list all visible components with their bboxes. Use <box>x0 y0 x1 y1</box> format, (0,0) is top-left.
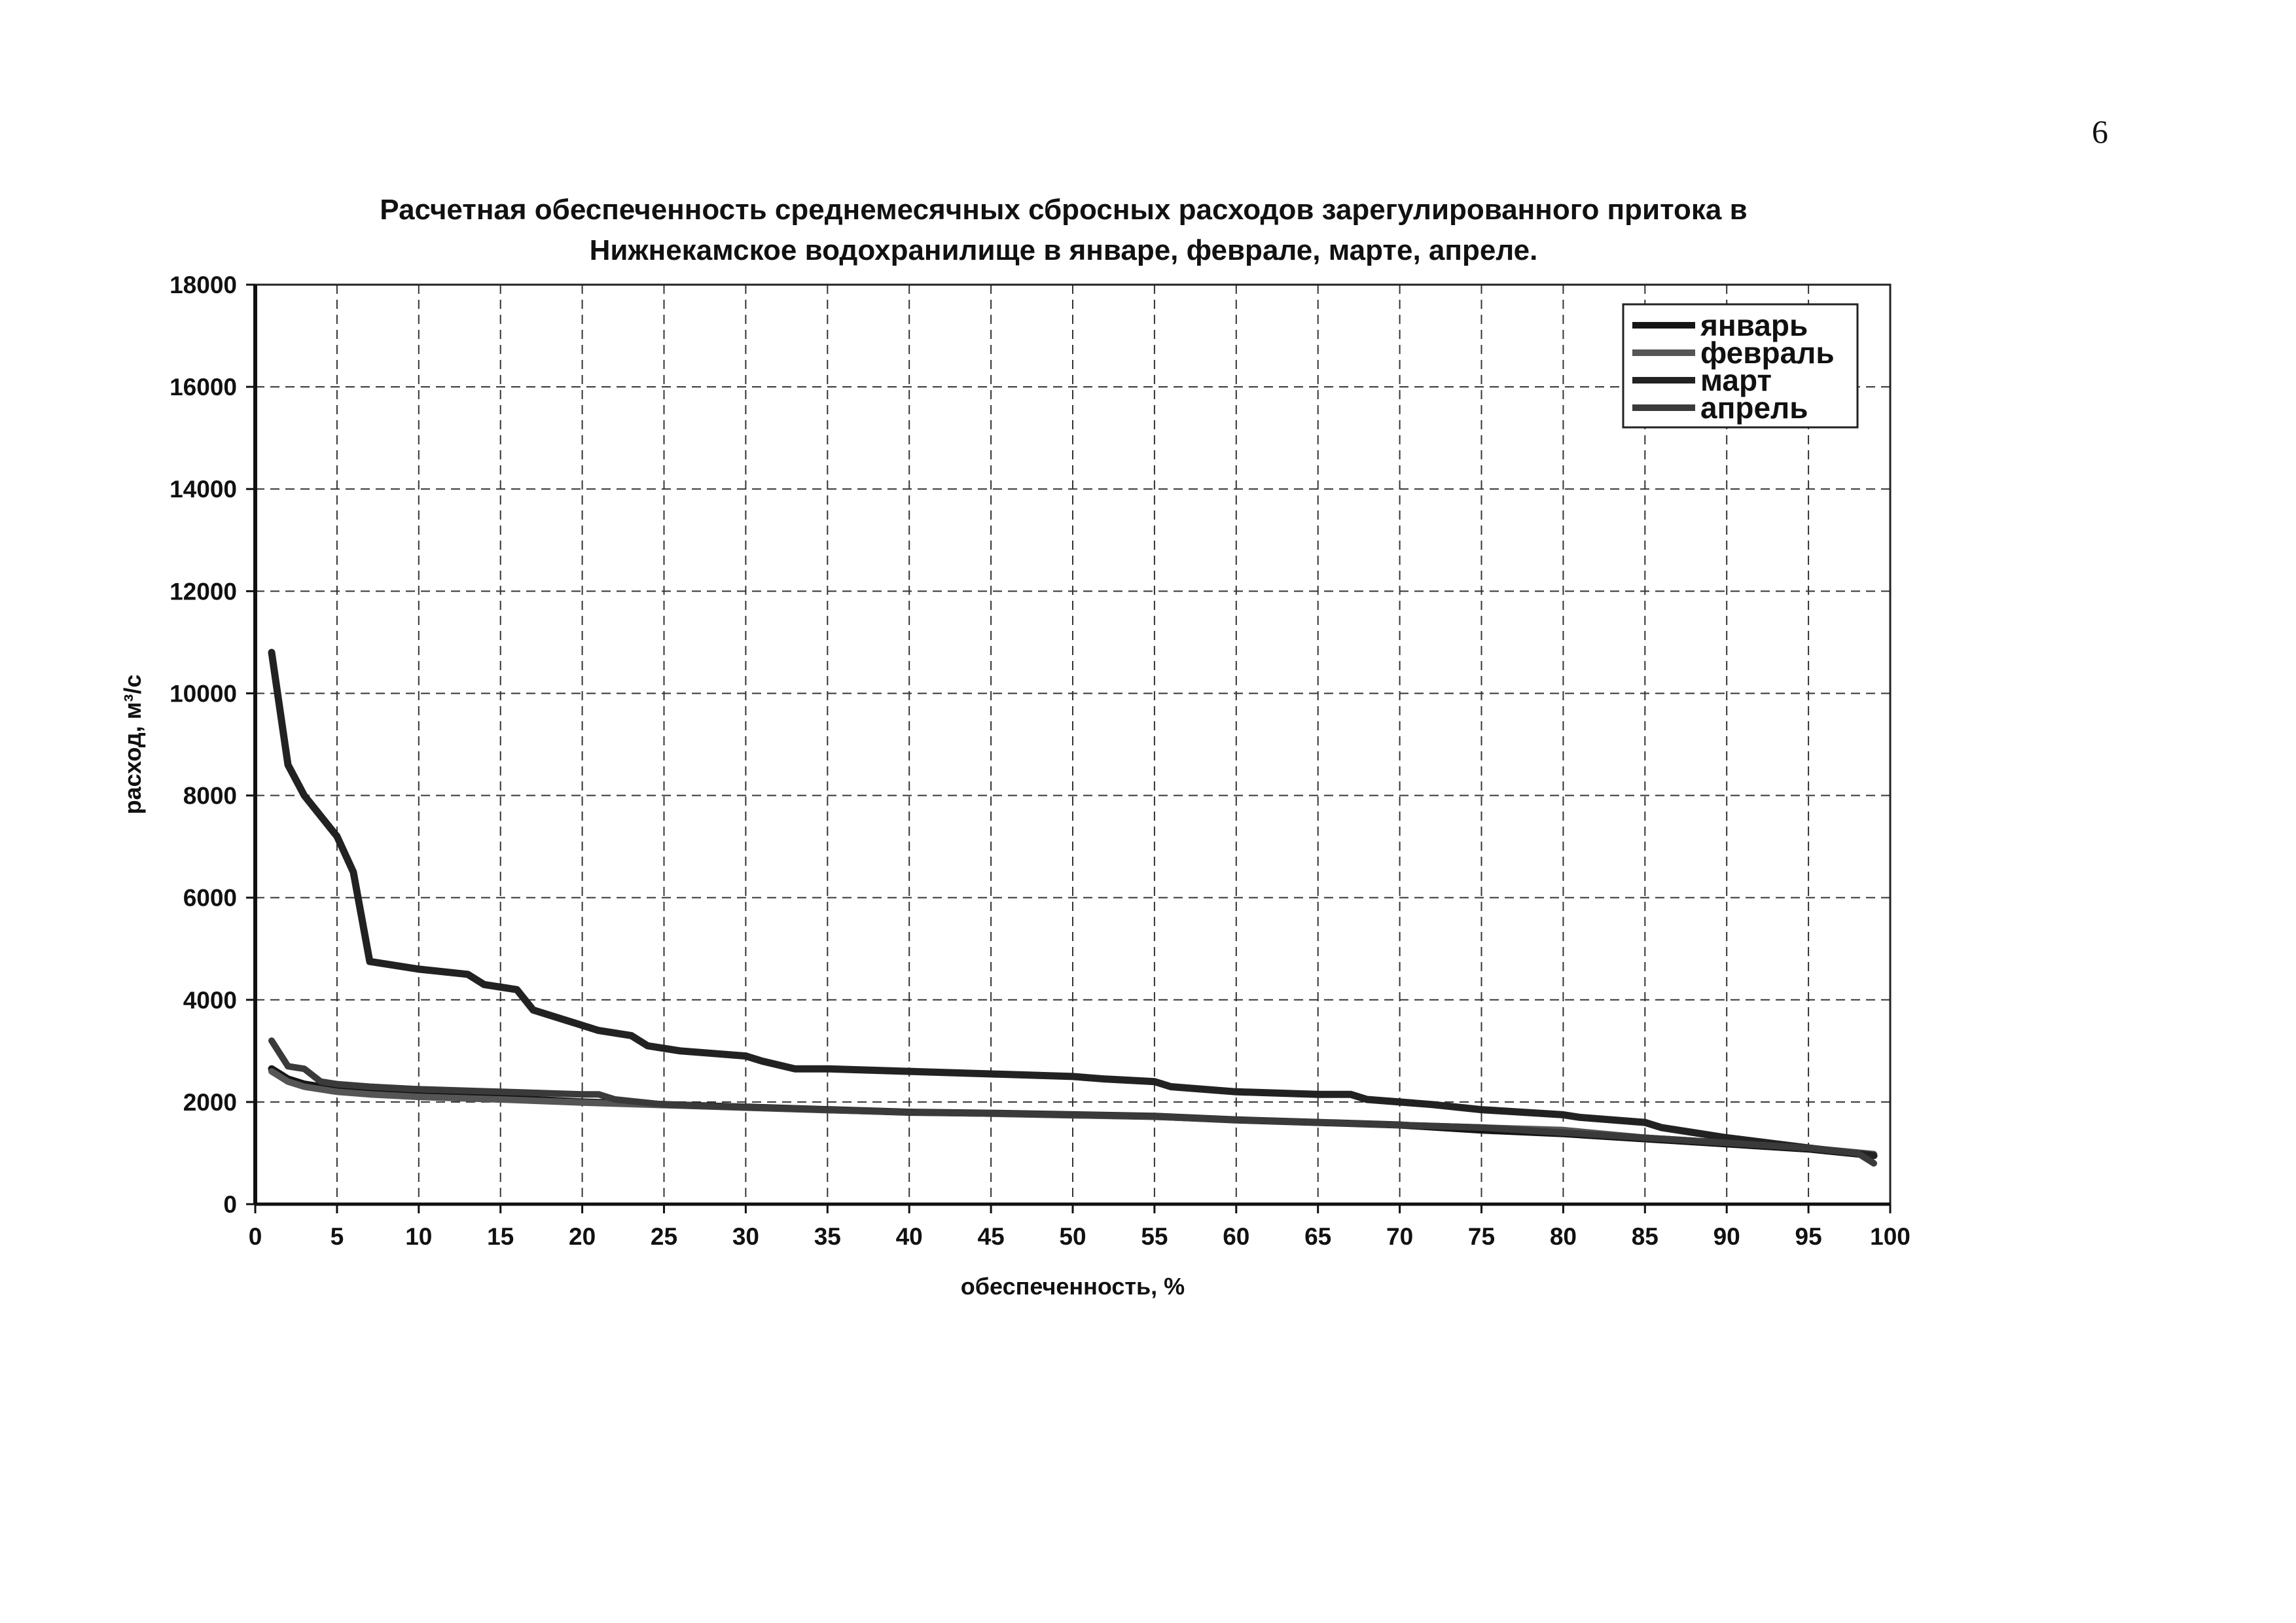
y-tick-label: 16000 <box>170 374 237 401</box>
chart-title-line-2: Нижнекамское водохранилище в январе, фев… <box>589 234 1538 266</box>
y-tick-label: 12000 <box>170 578 237 605</box>
x-tick-label: 75 <box>1468 1223 1495 1250</box>
x-tick-label: 40 <box>896 1223 923 1250</box>
chart-title-line-1: Расчетная обеспеченность среднемесячных … <box>380 194 1748 226</box>
legend-label: февраль <box>1700 336 1835 370</box>
page-number: 6 <box>2092 113 2108 150</box>
x-tick-label: 90 <box>1713 1223 1740 1250</box>
y-tick-label: 8000 <box>183 783 237 810</box>
x-tick-label: 100 <box>1870 1223 1910 1250</box>
y-tick-label: 4000 <box>183 987 237 1014</box>
x-tick-label: 65 <box>1304 1223 1331 1250</box>
x-tick-label: 85 <box>1632 1223 1659 1250</box>
x-axis-title: обеспеченность, % <box>961 1273 1185 1300</box>
y-tick-label: 6000 <box>183 885 237 912</box>
x-tick-label: 60 <box>1223 1223 1249 1250</box>
x-tick-label: 20 <box>569 1223 596 1250</box>
series-line-4 <box>268 1037 1877 1167</box>
y-tick-label: 14000 <box>170 476 237 503</box>
legend-label: январь <box>1700 308 1808 342</box>
axis-layer: 0 5 10 15 20 25 30 35 40 45 50 55 60 65 70 75 80 85 90 95 10… <box>170 272 1910 1250</box>
x-tick-label: 5 <box>331 1223 344 1250</box>
x-tick-label: 30 <box>732 1223 759 1250</box>
x-tick-label: 45 <box>978 1223 1005 1250</box>
x-tick-label: 70 <box>1386 1223 1413 1250</box>
x-tick-label: 10 <box>405 1223 432 1250</box>
x-tick-label: 80 <box>1550 1223 1577 1250</box>
x-tick-label: 15 <box>487 1223 514 1250</box>
y-tick-label: 18000 <box>170 272 237 298</box>
legend-label: март <box>1700 363 1772 397</box>
x-tick-label: 95 <box>1795 1223 1822 1250</box>
x-tick-label: 25 <box>651 1223 677 1250</box>
series-layer <box>268 649 1878 1167</box>
y-tick-label: 2000 <box>183 1089 237 1116</box>
series-line-3 <box>268 649 1878 1160</box>
y-axis-title: расход, м³/с <box>119 675 146 815</box>
x-tick-label: 55 <box>1141 1223 1168 1250</box>
chart-title: Расчетная обеспеченность среднемесячных … <box>196 190 1931 271</box>
y-tick-label: 10000 <box>170 680 237 707</box>
x-tick-label: 35 <box>814 1223 841 1250</box>
y-tick-label: 0 <box>223 1191 237 1218</box>
legend-label: апрель <box>1700 391 1808 425</box>
x-tick-label: 50 <box>1059 1223 1086 1250</box>
x-tick-label: 0 <box>249 1223 262 1250</box>
